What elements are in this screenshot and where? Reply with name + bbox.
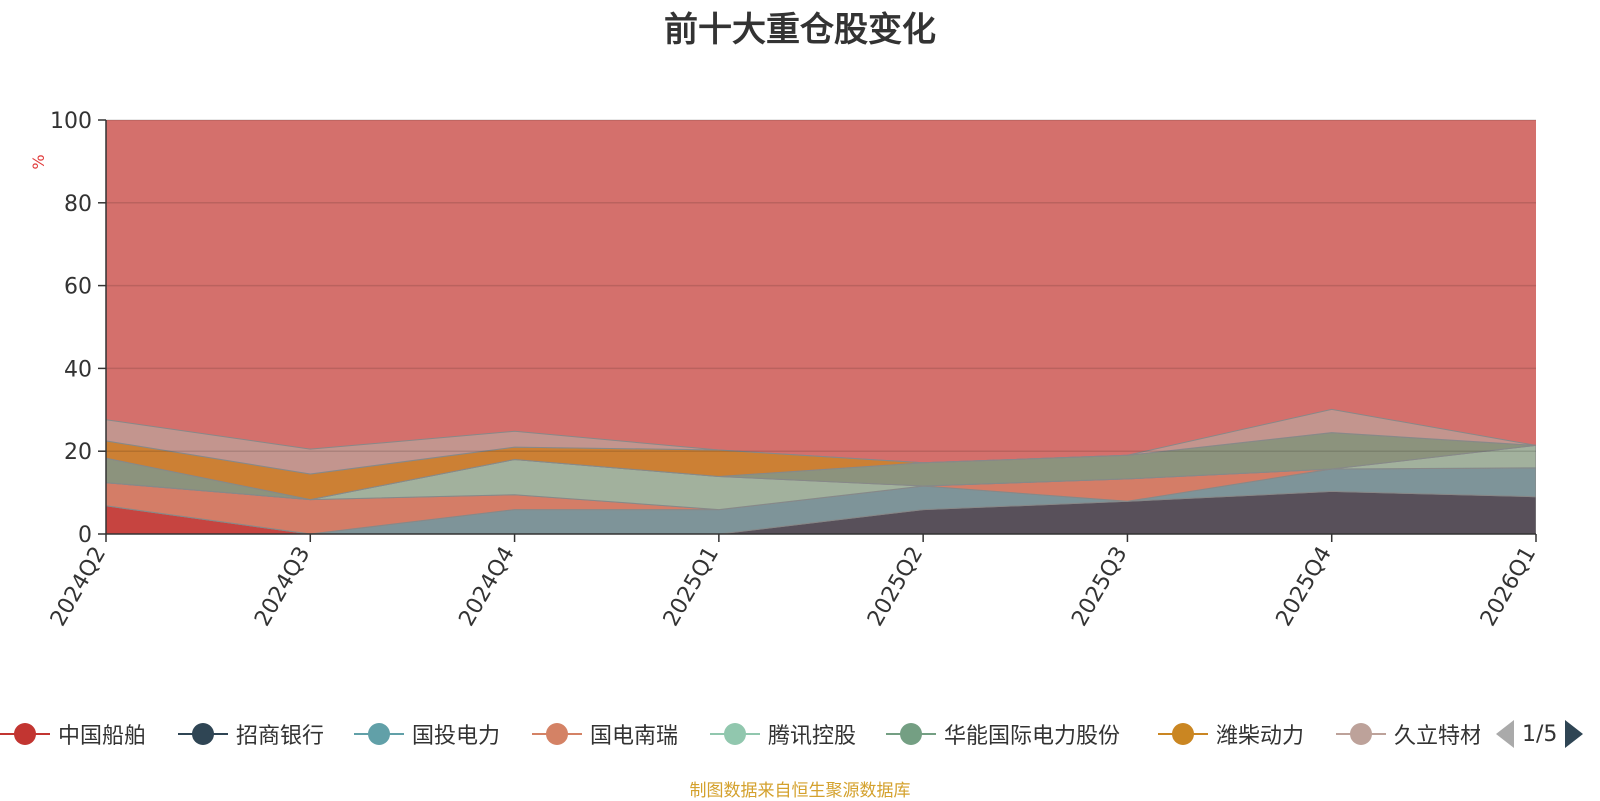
legend-marker-icon [0, 721, 50, 747]
y-tick-label: 0 [78, 523, 92, 548]
footer-source: 制图数据来自恒生聚源数据库 [689, 781, 911, 801]
legend-pager: 1/5 [1496, 712, 1584, 756]
legend-label: 华能国际电力股份 [944, 724, 1121, 749]
chart-title: 前十大重仓股变化 [664, 10, 936, 50]
legend-prev-icon[interactable] [1496, 720, 1514, 748]
legend-label: 国投电力 [412, 724, 501, 749]
area-bands [106, 120, 1536, 534]
x-tick-label: 2024Q3 [250, 543, 315, 631]
y-tick-label: 40 [64, 357, 92, 382]
y-axis-ticks: 0 20 40 60 80 100 [50, 109, 106, 548]
legend-label: 招商银行 [236, 724, 325, 749]
legend-item[interactable]: 腾讯控股 [710, 712, 856, 756]
legend-page-indicator: 1/5 [1522, 721, 1558, 747]
y-tick-label: 60 [64, 275, 92, 300]
legend-item[interactable]: 久立特材 [1336, 712, 1480, 756]
legend-label: 中国船舶 [58, 724, 147, 749]
y-tick-label: 80 [64, 192, 92, 217]
area-series-8 [106, 408, 1536, 475]
x-tick-label: 2025Q1 [659, 543, 724, 631]
x-axis-ticks: 2024Q2 2024Q3 2024Q4 2025Q1 2025Q2 2025Q3 2025… [46, 534, 1541, 631]
legend-marker-icon [1336, 721, 1386, 747]
legend-item[interactable]: 招商银行 [178, 712, 324, 756]
legend-marker-icon [886, 721, 936, 747]
legend-item[interactable]: 国投电力 [354, 712, 500, 756]
area-series-2 [106, 490, 1536, 534]
x-tick-label: 2025Q2 [863, 543, 928, 631]
x-tick-label: 2025Q3 [1067, 543, 1132, 631]
legend-label: 久立特材 [1394, 724, 1480, 749]
legend-marker-icon [532, 721, 582, 747]
legend-label: 潍柴动力 [1216, 724, 1305, 749]
y-tick-label: 20 [64, 440, 92, 465]
legend-item[interactable]: 国电南瑞 [532, 712, 678, 756]
x-tick-label: 2024Q2 [46, 543, 111, 631]
legend-item[interactable]: 潍柴动力 [1158, 712, 1304, 756]
legend-label: 国电南瑞 [590, 724, 679, 749]
legend-next-icon[interactable] [1565, 720, 1584, 748]
legend: 中国船舶 招商银行 国投电力 国电南瑞 腾讯控股 华能国际电力股份 潍柴动力 久立特材 1/5 [0, 712, 1600, 756]
legend-label: 腾讯控股 [768, 724, 857, 749]
axes [105, 120, 1536, 535]
y-tick-label: 100 [50, 109, 92, 134]
x-tick-label: 2026Q1 [1476, 543, 1541, 631]
legend-item[interactable]: 中国船舶 [0, 712, 146, 756]
grid-lines [106, 119, 1536, 452]
legend-marker-icon [710, 721, 760, 747]
legend-item[interactable]: 华能国际电力股份 [886, 712, 1120, 756]
legend-marker-icon [178, 721, 228, 747]
legend-marker-icon [1158, 721, 1208, 747]
y-axis-label: % [29, 154, 48, 169]
x-tick-label: 2025Q4 [1272, 543, 1337, 631]
legend-marker-icon [354, 721, 404, 747]
area-series-1 [106, 505, 1536, 534]
x-tick-label: 2024Q4 [454, 543, 519, 631]
